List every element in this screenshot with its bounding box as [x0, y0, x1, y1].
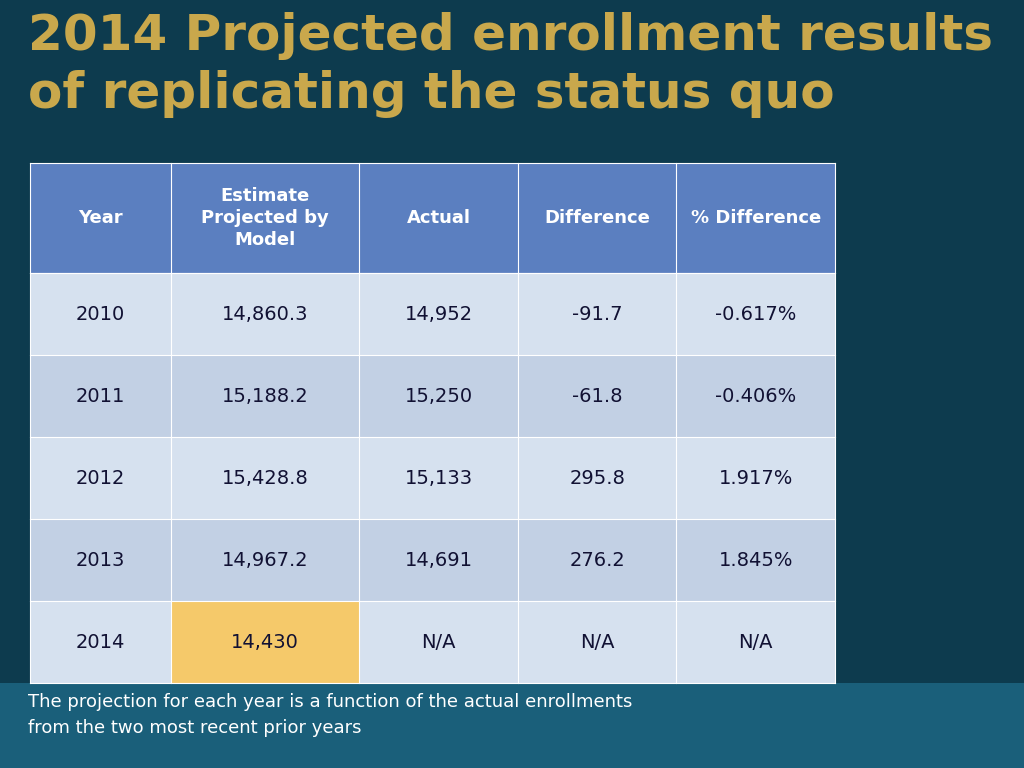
Bar [677, 355, 835, 437]
Bar [359, 163, 518, 273]
Text: Difference: Difference [545, 209, 650, 227]
Text: 15,250: 15,250 [404, 386, 473, 406]
Bar [677, 163, 835, 273]
Bar [30, 437, 171, 519]
Bar [171, 163, 359, 273]
Bar [518, 437, 677, 519]
Text: N/A: N/A [580, 633, 614, 651]
Text: 15,188.2: 15,188.2 [222, 386, 308, 406]
Bar [0, 683, 1024, 768]
Text: 14,691: 14,691 [404, 551, 473, 570]
Bar [518, 355, 677, 437]
Bar [677, 273, 835, 355]
Bar [518, 163, 677, 273]
Bar [518, 519, 677, 601]
Text: 2010: 2010 [76, 304, 125, 323]
Text: 2014 Projected enrollment results
of replicating the status quo: 2014 Projected enrollment results of rep… [28, 12, 993, 118]
Text: 2013: 2013 [76, 551, 125, 570]
Bar [171, 273, 359, 355]
Text: Estimate
Projected by
Model: Estimate Projected by Model [201, 187, 329, 249]
Bar [359, 601, 518, 683]
Text: 14,860.3: 14,860.3 [222, 304, 308, 323]
Text: 2011: 2011 [76, 386, 125, 406]
Bar [359, 519, 518, 601]
Bar [518, 273, 677, 355]
Bar [677, 437, 835, 519]
Bar [359, 273, 518, 355]
Text: -61.8: -61.8 [572, 386, 623, 406]
Bar [171, 519, 359, 601]
Text: 2014: 2014 [76, 633, 125, 651]
Text: 15,133: 15,133 [404, 468, 473, 488]
Text: 2012: 2012 [76, 468, 125, 488]
Text: Actual: Actual [407, 209, 471, 227]
Text: -0.406%: -0.406% [715, 386, 797, 406]
Bar [30, 601, 171, 683]
Bar [677, 519, 835, 601]
Text: -0.617%: -0.617% [715, 304, 797, 323]
Bar [359, 437, 518, 519]
Text: 14,967.2: 14,967.2 [222, 551, 308, 570]
Bar [359, 355, 518, 437]
Text: 1.917%: 1.917% [719, 468, 793, 488]
Text: 276.2: 276.2 [569, 551, 625, 570]
Bar [30, 163, 171, 273]
Bar [171, 601, 359, 683]
Bar [30, 273, 171, 355]
Text: 1.845%: 1.845% [719, 551, 793, 570]
Text: 295.8: 295.8 [569, 468, 626, 488]
Text: 14,430: 14,430 [231, 633, 299, 651]
Bar [677, 601, 835, 683]
Text: N/A: N/A [738, 633, 773, 651]
Text: The projection for each year is a function of the actual enrollments
from the tw: The projection for each year is a functi… [28, 693, 633, 737]
Text: N/A: N/A [422, 633, 456, 651]
Text: Year: Year [78, 209, 123, 227]
Text: % Difference: % Difference [690, 209, 821, 227]
Bar [518, 601, 677, 683]
Bar [30, 519, 171, 601]
Bar [30, 355, 171, 437]
Bar [171, 355, 359, 437]
Text: 15,428.8: 15,428.8 [222, 468, 308, 488]
Bar [171, 437, 359, 519]
Text: 14,952: 14,952 [404, 304, 473, 323]
Text: -91.7: -91.7 [572, 304, 623, 323]
